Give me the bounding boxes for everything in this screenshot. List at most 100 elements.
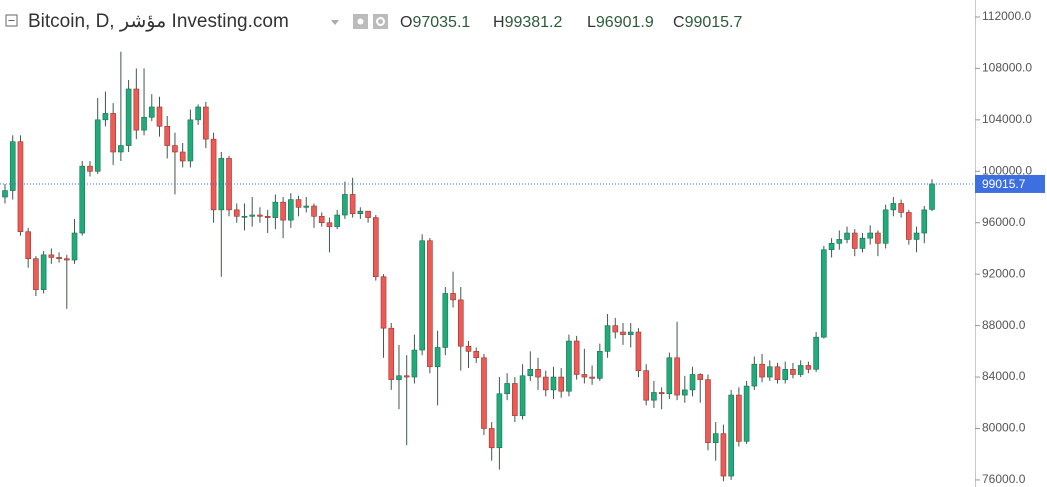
- candle-body: [25, 231, 31, 260]
- candle-body: [442, 293, 449, 348]
- candle-body: [658, 392, 665, 395]
- candle-body: [257, 214, 263, 217]
- candle-body: [280, 201, 286, 221]
- settings-icon[interactable]: [373, 14, 388, 29]
- ohlc-item: O97035.1: [400, 14, 470, 31]
- candle-body: [535, 369, 541, 378]
- candle-body: [118, 145, 124, 153]
- candle-body: [597, 351, 603, 379]
- candle-body: [566, 340, 572, 392]
- y-tick-label: 104000.0: [982, 112, 1032, 126]
- candle-body: [450, 293, 456, 301]
- candle-body: [790, 369, 796, 375]
- candle-body: [125, 88, 132, 146]
- candle-body: [457, 299, 464, 347]
- candle-body: [705, 379, 711, 443]
- candle-body: [643, 370, 649, 401]
- candle-body: [797, 365, 804, 375]
- candle-body: [334, 214, 340, 227]
- candle-body: [303, 205, 310, 208]
- candle-body: [372, 217, 379, 278]
- ohlc-key: C: [673, 14, 685, 31]
- candle-body: [581, 374, 588, 378]
- ohlc-item: C99015.7: [673, 14, 743, 31]
- candle-body: [836, 239, 843, 244]
- candle-body: [929, 183, 935, 210]
- candle-body: [56, 257, 62, 260]
- candle-body: [195, 106, 201, 121]
- candle-body: [519, 375, 526, 416]
- ohlc-key: O: [400, 14, 412, 31]
- candle-body: [233, 209, 240, 217]
- candle-body: [272, 201, 279, 218]
- candle-body: [172, 145, 178, 153]
- candle-body: [627, 331, 634, 335]
- candle-body: [681, 389, 688, 396]
- candle-body: [388, 327, 395, 380]
- candle-body: [264, 216, 271, 218]
- candle-body: [651, 392, 657, 401]
- candle-body: [558, 376, 565, 392]
- candle-body: [465, 345, 472, 352]
- y-tick-label: 96000.0: [982, 215, 1026, 229]
- candle-body: [674, 357, 680, 396]
- candle-body: [512, 383, 518, 416]
- candle-body: [311, 205, 317, 217]
- candle-body: [728, 394, 734, 477]
- candle-body: [720, 433, 727, 477]
- candle-body: [427, 240, 433, 368]
- candle-body: [766, 366, 773, 378]
- candle-body: [357, 210, 364, 215]
- candle-body: [821, 249, 827, 338]
- candle-body: [488, 428, 495, 449]
- visibility-icon-dot: [357, 18, 364, 25]
- candle-body: [666, 357, 673, 395]
- candle-body: [141, 116, 147, 131]
- candle-body: [875, 232, 881, 244]
- chart-title: Bitcoin, D, مؤشر Investing.com: [28, 11, 289, 32]
- candle-body: [210, 138, 217, 211]
- candle-body: [365, 210, 371, 218]
- candle-body: [898, 203, 904, 213]
- candle-body: [859, 237, 866, 249]
- candle-body: [9, 141, 16, 191]
- candle-body: [87, 165, 93, 172]
- candle-body: [736, 394, 742, 442]
- candle-body: [156, 106, 163, 127]
- candle-body: [2, 190, 8, 198]
- dropdown-icon[interactable]: [331, 20, 339, 25]
- y-tick-label: 88000.0: [982, 318, 1026, 332]
- candle-body: [481, 357, 487, 429]
- candle-body: [712, 433, 719, 443]
- candle-body: [102, 113, 109, 121]
- candle-body: [380, 276, 387, 329]
- candle-body: [604, 325, 611, 352]
- candle-body: [542, 376, 549, 391]
- candle-body: [326, 222, 333, 227]
- candle-body: [612, 325, 619, 333]
- candle-body: [226, 158, 232, 211]
- candle-body: [349, 194, 356, 215]
- candle-body: [396, 375, 402, 380]
- candle-body: [79, 165, 86, 234]
- y-tick-label: 76000.0: [982, 472, 1026, 486]
- ohlc-value: 99381.2: [505, 14, 563, 31]
- candle-body: [40, 254, 47, 290]
- candle-body: [411, 349, 418, 378]
- candle-body: [913, 232, 920, 240]
- candle-body: [589, 376, 595, 379]
- ohlc-item: H99381.2: [493, 14, 563, 31]
- candle-body: [94, 119, 101, 172]
- y-tick-label: 84000.0: [982, 369, 1026, 383]
- candle-body: [179, 151, 186, 162]
- candle-body: [620, 331, 626, 335]
- y-tick-label: 108000.0: [982, 61, 1032, 75]
- candle-body: [550, 376, 557, 391]
- candle-body: [218, 158, 225, 211]
- candle-body: [527, 369, 534, 377]
- candle-body: [844, 232, 850, 240]
- collapse-icon[interactable]: [5, 14, 18, 27]
- candle-body: [782, 369, 789, 380]
- candle-body: [203, 106, 209, 140]
